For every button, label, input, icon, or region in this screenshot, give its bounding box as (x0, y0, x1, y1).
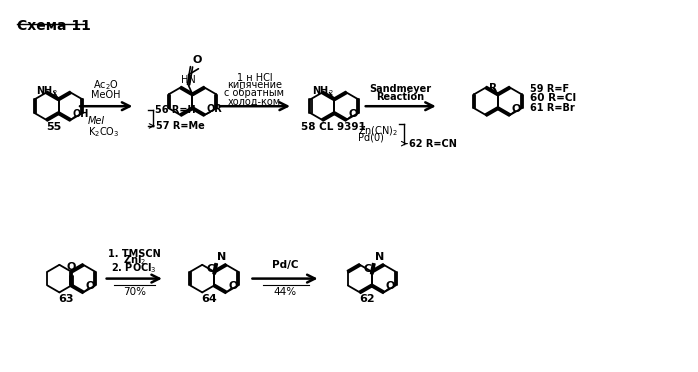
Text: O: O (512, 104, 521, 114)
Text: 64: 64 (201, 294, 217, 304)
Text: холод-ком: холод-ком (228, 96, 281, 106)
Text: 56 R=H: 56 R=H (155, 105, 195, 115)
Text: O: O (228, 281, 237, 291)
Text: NH$_2$: NH$_2$ (36, 84, 57, 98)
Text: Sandmeyer: Sandmeyer (369, 84, 431, 94)
Text: 62: 62 (359, 294, 375, 304)
Text: O: O (66, 262, 76, 272)
Text: 61 R=Br: 61 R=Br (530, 103, 574, 113)
Text: O: O (386, 281, 395, 291)
Text: кипячение: кипячение (227, 80, 282, 90)
Text: HN: HN (181, 74, 196, 84)
Text: Zn(CN)$_2$: Zn(CN)$_2$ (358, 124, 398, 138)
Text: 63: 63 (59, 294, 74, 304)
Text: 60 R=Cl: 60 R=Cl (530, 93, 576, 103)
Text: 55: 55 (46, 122, 61, 132)
Text: MeOH: MeOH (91, 90, 121, 100)
Text: Схема 11: Схема 11 (17, 19, 91, 32)
Text: 62 R=CN: 62 R=CN (409, 139, 457, 149)
Text: C: C (206, 264, 214, 274)
Text: Ac$_2$O: Ac$_2$O (93, 78, 119, 92)
Text: 58 CL 9391: 58 CL 9391 (301, 122, 366, 132)
Text: 44%: 44% (274, 288, 297, 298)
Text: NH$_2$: NH$_2$ (311, 84, 334, 98)
Text: O: O (193, 55, 202, 65)
Text: 59 R=F: 59 R=F (530, 84, 569, 93)
Text: Pd/C: Pd/C (272, 260, 298, 270)
Text: OR: OR (207, 104, 222, 114)
Text: 1. TMSCN: 1. TMSCN (108, 249, 161, 259)
Text: с обратным: с обратным (225, 88, 284, 98)
Text: MeI: MeI (88, 116, 105, 126)
Text: OH: OH (73, 109, 89, 119)
Text: Pd(0): Pd(0) (358, 133, 384, 143)
Text: ZnI$_2$: ZnI$_2$ (123, 253, 146, 267)
Text: K$_2$CO$_3$: K$_2$CO$_3$ (88, 125, 119, 139)
Text: N: N (375, 252, 384, 262)
Text: 1 н HCl: 1 н HCl (237, 73, 272, 83)
Text: Reaction: Reaction (376, 92, 424, 102)
Text: 2. POCl$_3$: 2. POCl$_3$ (112, 261, 157, 275)
Text: O: O (85, 281, 95, 291)
Text: C: C (364, 264, 372, 274)
Text: 57 R=Me: 57 R=Me (156, 121, 205, 131)
Text: 70%: 70% (123, 288, 146, 298)
Text: O: O (348, 109, 357, 119)
Text: N: N (217, 252, 226, 262)
Text: R: R (489, 83, 497, 93)
